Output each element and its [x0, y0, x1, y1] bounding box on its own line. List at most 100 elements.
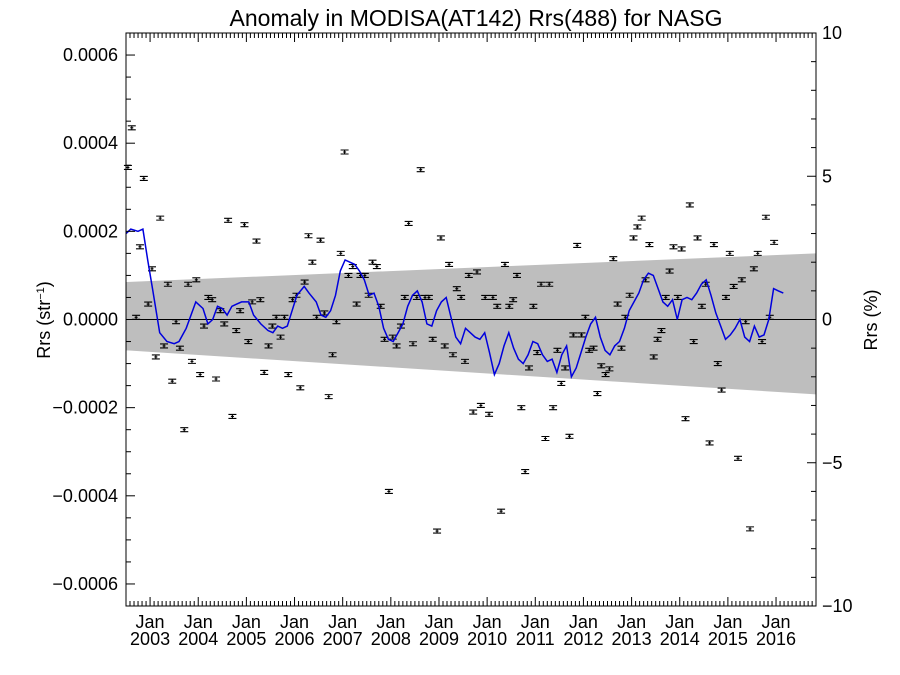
x-tick-label-year-3: 2006	[275, 629, 315, 649]
data-point-106	[549, 405, 558, 411]
data-point-156	[749, 266, 758, 272]
data-point-72	[412, 294, 421, 301]
data-point-88	[476, 402, 485, 408]
data-point-44	[300, 279, 309, 285]
y-tick-label-right-1: 5	[822, 166, 832, 186]
data-point-90	[485, 411, 494, 417]
x-tick-label-year-6: 2009	[419, 629, 459, 649]
data-point-16	[187, 358, 196, 364]
data-point-113	[577, 332, 586, 338]
data-point-55	[344, 272, 353, 278]
x-tick-label-month-7: Jan	[473, 612, 502, 632]
data-point-154	[741, 319, 750, 325]
data-point-6	[148, 266, 157, 272]
data-point-142	[693, 235, 702, 241]
x-tick-label-month-12: Jan	[713, 612, 742, 632]
data-point-11	[168, 378, 177, 384]
data-point-93	[497, 508, 506, 514]
data-point-15	[184, 281, 193, 287]
data-point-65	[384, 488, 393, 494]
data-point-108	[557, 380, 566, 386]
y-tick-label-right-0: 10	[822, 23, 842, 43]
data-point-150	[725, 250, 734, 256]
data-point-139	[681, 416, 690, 422]
data-point-161	[770, 239, 779, 245]
data-point-119	[601, 372, 610, 378]
data-point-63	[376, 303, 385, 309]
data-point-34	[260, 369, 269, 375]
x-tick-label-month-3: Jan	[280, 612, 309, 632]
x-tick-label-year-1: 2004	[178, 629, 218, 649]
data-point-84	[460, 358, 469, 364]
data-point-5	[144, 301, 153, 307]
data-point-10	[163, 281, 172, 287]
data-point-21	[208, 297, 217, 303]
data-point-101	[529, 303, 538, 309]
y-tick-label-left-4: −0.0002	[52, 398, 118, 418]
data-point-22	[212, 376, 221, 382]
data-point-52	[332, 319, 341, 325]
data-point-24	[220, 321, 229, 327]
data-point-100	[525, 365, 534, 371]
data-point-77	[433, 528, 442, 534]
data-point-104	[541, 435, 550, 442]
data-point-3	[135, 244, 144, 250]
data-point-91	[488, 294, 497, 301]
data-point-69	[400, 294, 409, 301]
data-point-59	[360, 272, 369, 278]
data-point-17	[192, 277, 201, 283]
data-point-78	[436, 235, 445, 241]
x-tick-label-month-9: Jan	[569, 612, 598, 632]
y-axis-label-left-base: Rrs (str	[34, 300, 54, 359]
data-point-132	[653, 336, 662, 342]
data-point-47	[312, 314, 321, 320]
x-tick-label-year-10: 2013	[612, 629, 652, 649]
x-tick-label-year-9: 2012	[563, 629, 603, 649]
x-tick-label-month-0: Jan	[136, 612, 165, 632]
data-point-82	[452, 286, 461, 292]
y-tick-label-left-2: 0.0002	[63, 221, 118, 241]
data-point-136	[669, 244, 678, 250]
data-point-107	[553, 347, 562, 353]
data-point-29	[240, 222, 249, 228]
data-point-148	[717, 387, 726, 393]
data-point-146	[709, 242, 718, 248]
data-point-80	[445, 261, 454, 267]
data-point-12	[172, 319, 181, 325]
data-point-98	[517, 405, 526, 411]
data-point-85	[464, 272, 473, 278]
data-point-26	[228, 413, 237, 420]
data-point-112	[573, 242, 582, 249]
data-point-79	[440, 343, 449, 349]
data-point-19	[200, 323, 209, 329]
data-point-0	[123, 164, 132, 170]
data-point-135	[665, 268, 674, 274]
x-tick-label-month-13: Jan	[762, 612, 791, 632]
y-tick-label-left-1: 0.0004	[63, 133, 118, 153]
chart-title: Anomaly in MODISA(AT142) Rrs(488) for NA…	[230, 5, 723, 31]
data-point-20	[204, 294, 213, 301]
data-point-81	[448, 352, 457, 358]
y-tick-label-left-3: 0.0000	[63, 310, 118, 330]
x-tick-label-year-0: 2003	[130, 629, 170, 649]
data-point-137	[673, 294, 682, 301]
x-tick-label-year-11: 2014	[660, 629, 700, 649]
data-point-123	[617, 345, 626, 351]
y-tick-label-right-3: −5	[822, 453, 843, 473]
data-point-155	[746, 526, 755, 532]
data-point-124	[621, 314, 630, 320]
data-point-70	[404, 220, 413, 226]
data-point-73	[416, 167, 425, 173]
data-point-114	[581, 314, 590, 320]
data-point-115	[585, 347, 594, 353]
data-point-130	[645, 242, 654, 248]
data-point-18	[196, 372, 205, 378]
data-point-66	[388, 334, 397, 340]
data-point-67	[392, 343, 401, 349]
data-point-127	[633, 224, 642, 230]
x-tick-label-year-2: 2005	[226, 629, 266, 649]
x-tick-label-year-12: 2015	[708, 629, 748, 649]
x-tick-label-month-6: Jan	[424, 612, 453, 632]
data-point-9	[160, 343, 169, 349]
data-point-36	[268, 323, 277, 329]
